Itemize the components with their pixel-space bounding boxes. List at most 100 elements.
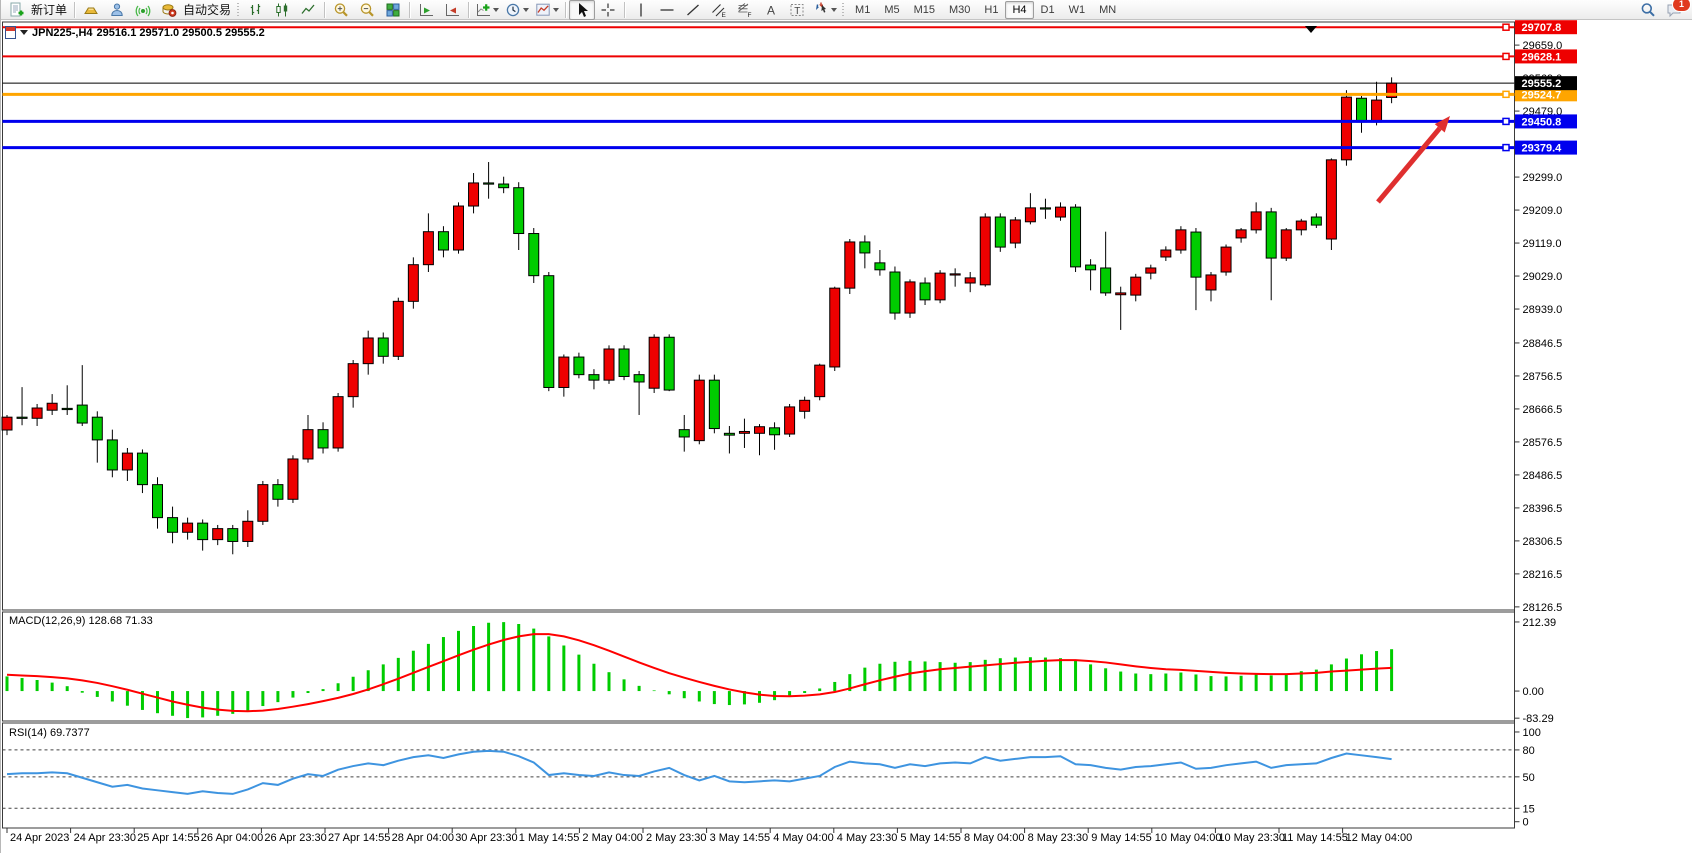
rsi-layer bbox=[6, 749, 1392, 795]
text-label-tool-button[interactable]: T bbox=[784, 0, 810, 20]
svg-text:29450.8: 29450.8 bbox=[1522, 116, 1562, 128]
separator bbox=[409, 1, 411, 18]
svg-text:28756.5: 28756.5 bbox=[1523, 371, 1563, 383]
timeframe-button-m15[interactable]: M15 bbox=[913, 3, 935, 16]
svg-text:27 Apr 14:55: 27 Apr 14:55 bbox=[328, 832, 390, 844]
line-chart-button[interactable] bbox=[295, 0, 321, 20]
svg-text:F: F bbox=[748, 12, 752, 18]
svg-text:29379.4: 29379.4 bbox=[1522, 143, 1563, 155]
pane-frames bbox=[2, 21, 1515, 829]
chat-button[interactable]: 1 bbox=[1661, 0, 1691, 20]
vertical-line-tool-button[interactable] bbox=[628, 0, 654, 20]
svg-text:4 May 23:30: 4 May 23:30 bbox=[837, 832, 898, 844]
navigator-button[interactable] bbox=[104, 0, 130, 20]
svg-text:29659.0: 29659.0 bbox=[1523, 40, 1563, 52]
tile-windows-icon bbox=[386, 3, 400, 17]
timeframe-group: M1 M5 M15 M30 H1 H4 D1 W1 MN bbox=[848, 0, 1123, 19]
new-order-label[interactable]: 新订单 bbox=[31, 3, 68, 17]
indicators-icon bbox=[477, 3, 491, 16]
svg-text:28939.0: 28939.0 bbox=[1523, 304, 1563, 316]
templates-icon bbox=[536, 3, 550, 16]
mouse-cursor bbox=[1305, 26, 1317, 33]
toolbar: 新订单 自动交易 bbox=[1, 0, 1692, 20]
crosshair-icon bbox=[601, 3, 615, 16]
signals-button[interactable] bbox=[130, 0, 156, 20]
notification-badge: 1 bbox=[1672, 0, 1691, 12]
text-tool-button[interactable]: A bbox=[758, 0, 784, 20]
dropdown-arrow-icon bbox=[831, 7, 838, 12]
timeframe-button-h4[interactable]: H4 bbox=[1005, 0, 1034, 19]
tile-windows-button[interactable] bbox=[380, 0, 406, 20]
svg-text:2 May 04:00: 2 May 04:00 bbox=[582, 832, 643, 844]
timeframe-button-h1[interactable]: H1 bbox=[984, 3, 999, 16]
candlestick-icon bbox=[276, 3, 288, 16]
autotrading-button[interactable] bbox=[156, 0, 182, 20]
rsi-levels bbox=[2, 749, 1515, 809]
fibonacci-tool-button[interactable]: F bbox=[732, 0, 758, 20]
svg-text:28666.5: 28666.5 bbox=[1523, 404, 1563, 416]
market-watch-button[interactable] bbox=[78, 0, 104, 20]
bar-chart-button[interactable] bbox=[243, 0, 269, 20]
svg-text:29119.0: 29119.0 bbox=[1523, 238, 1562, 250]
hline-handle[interactable] bbox=[1502, 90, 1510, 99]
autotrading-label[interactable]: 自动交易 bbox=[183, 3, 232, 17]
periods-button[interactable] bbox=[502, 0, 532, 20]
current-price-line: 29555.2 bbox=[2, 76, 1577, 91]
svg-text:29628.1: 29628.1 bbox=[1522, 51, 1562, 63]
zoom-out-button[interactable] bbox=[354, 0, 380, 20]
separator bbox=[74, 1, 76, 18]
cursor-tool-button[interactable] bbox=[569, 0, 596, 20]
search-button[interactable] bbox=[1635, 0, 1661, 20]
trend-arrow-annotation[interactable] bbox=[1376, 116, 1450, 204]
chart-dropdown-icon[interactable] bbox=[20, 30, 28, 35]
auto-scroll-button[interactable] bbox=[413, 0, 439, 20]
hline-handle[interactable] bbox=[1502, 23, 1510, 31]
indicators-button[interactable] bbox=[472, 0, 502, 20]
timeframe-button-mn[interactable]: MN bbox=[1099, 3, 1117, 16]
arrows-tool-button[interactable] bbox=[810, 0, 840, 20]
new-order-button[interactable] bbox=[4, 0, 30, 20]
horizontal-line-icon bbox=[660, 8, 674, 11]
separator bbox=[624, 1, 626, 18]
chart-shift-icon bbox=[446, 3, 460, 16]
svg-text:2 May 23:30: 2 May 23:30 bbox=[646, 832, 707, 844]
autotrading-icon bbox=[162, 3, 177, 17]
candlestick-chart-button[interactable] bbox=[269, 0, 295, 20]
new-order-icon bbox=[10, 2, 24, 16]
svg-text:29299.0: 29299.0 bbox=[1523, 172, 1563, 184]
timeframe-button-m1[interactable]: M1 bbox=[855, 3, 871, 16]
trendline-tool-button[interactable] bbox=[680, 0, 706, 20]
chart-shift-button[interactable] bbox=[439, 0, 465, 20]
svg-text:8 May 04:00: 8 May 04:00 bbox=[964, 832, 1025, 844]
horizontal-line-tool-button[interactable] bbox=[654, 0, 680, 20]
timeframe-button-m5[interactable]: M5 bbox=[884, 3, 900, 16]
timeframe-button-d1[interactable]: D1 bbox=[1040, 3, 1055, 16]
crosshair-tool-button[interactable] bbox=[595, 0, 621, 20]
zoom-out-icon bbox=[360, 2, 374, 17]
svg-text:24 Apr 2023: 24 Apr 2023 bbox=[10, 832, 69, 844]
hline-handle[interactable] bbox=[1502, 117, 1510, 126]
svg-text:9 May 14:55: 9 May 14:55 bbox=[1091, 832, 1152, 844]
hline-handle[interactable] bbox=[1502, 143, 1510, 152]
svg-text:29555.2: 29555.2 bbox=[1522, 78, 1562, 90]
equidistant-channel-tool-button[interactable]: E bbox=[706, 0, 732, 20]
timeframe-button-m30[interactable]: M30 bbox=[949, 3, 971, 16]
svg-text:29524.7: 29524.7 bbox=[1522, 89, 1562, 101]
svg-text:30 Apr 23:30: 30 Apr 23:30 bbox=[455, 832, 517, 844]
horizontal-lines: 29707.8 29628.1 29524.7 29450.8 29379.4 bbox=[2, 20, 1577, 155]
svg-text:0: 0 bbox=[1523, 817, 1529, 829]
svg-text:28126.5: 28126.5 bbox=[1523, 602, 1563, 614]
search-icon bbox=[1641, 2, 1655, 17]
chart-surface[interactable]: 29659.029569.029479.029299.029209.029119… bbox=[1, 20, 1692, 853]
templates-button[interactable] bbox=[532, 0, 562, 20]
svg-text:12 May 04:00: 12 May 04:00 bbox=[1346, 832, 1413, 844]
timeframe-button-w1[interactable]: W1 bbox=[1068, 3, 1086, 16]
svg-text:E: E bbox=[722, 12, 727, 18]
zoom-in-button[interactable] bbox=[328, 0, 354, 20]
svg-text:26 Apr 04:00: 26 Apr 04:00 bbox=[201, 832, 263, 844]
svg-text:11 May 14:55: 11 May 14:55 bbox=[1282, 832, 1348, 844]
line-chart-icon bbox=[301, 4, 315, 14]
chart-canvas[interactable]: 29659.029569.029479.029299.029209.029119… bbox=[1, 20, 1692, 853]
hline-handle[interactable] bbox=[1502, 52, 1510, 61]
cursor-icon bbox=[579, 2, 589, 17]
